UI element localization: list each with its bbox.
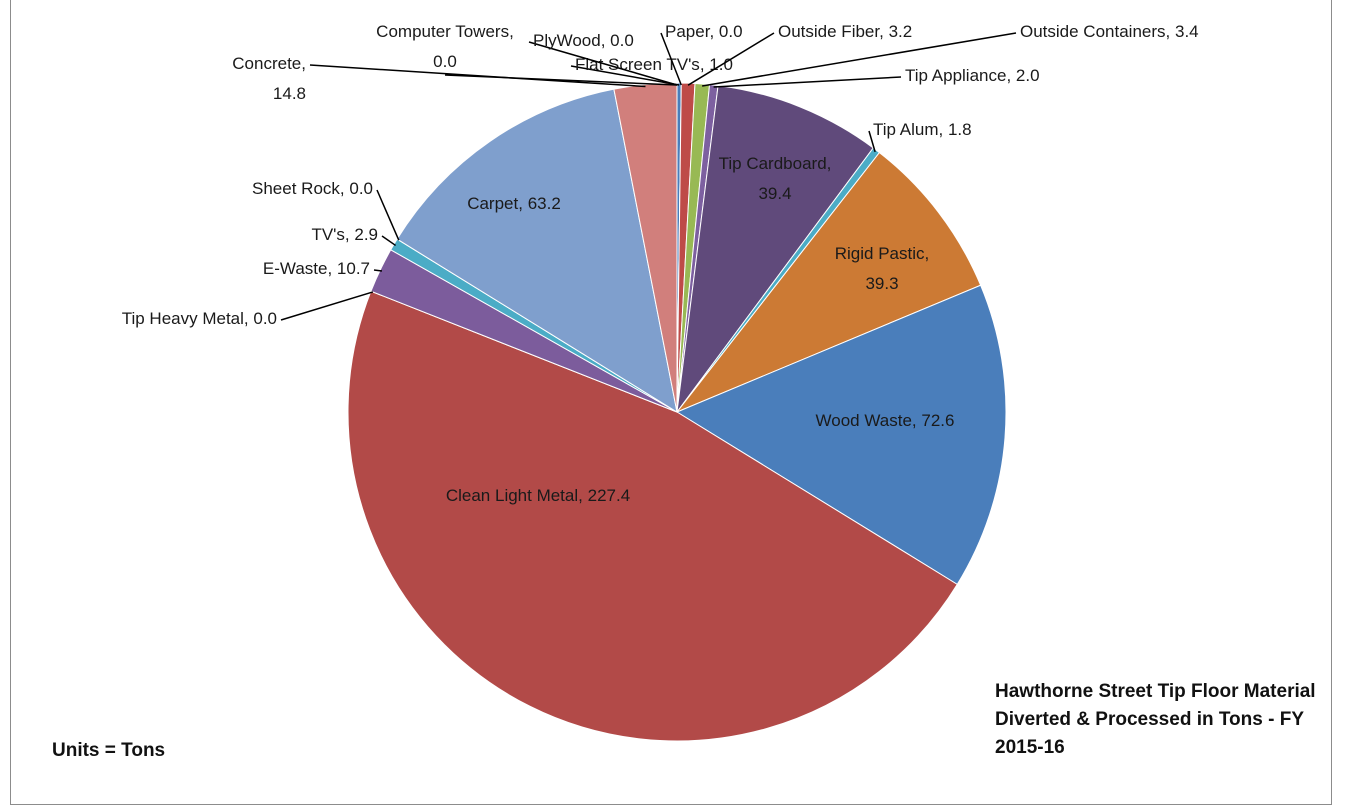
label-separator: , — [879, 22, 888, 41]
label-separator: , — [244, 309, 253, 328]
leader-line — [687, 32, 775, 86]
label-value: 39.3 — [865, 274, 898, 293]
label-separator: , — [578, 486, 587, 505]
label-category: Carpet — [467, 194, 518, 213]
leader-line — [868, 130, 876, 153]
label-separator: , — [939, 120, 948, 139]
label-value: 227.4 — [588, 486, 631, 505]
label-separator: , — [301, 54, 306, 73]
leader-line — [702, 32, 1017, 87]
data-label: PlyWood, 0.0 — [533, 31, 634, 50]
label-separator: , — [709, 22, 718, 41]
leader-line — [376, 189, 400, 241]
annotation: Units = Tons — [52, 740, 166, 761]
leader-line — [280, 291, 374, 321]
data-label: Outside Fiber, 3.2 — [778, 22, 912, 41]
label-value: 1.8 — [948, 120, 972, 139]
data-label: Clean Light Metal, 227.4 — [446, 486, 630, 505]
label-value: 2.0 — [1016, 66, 1040, 85]
label-value: 14.8 — [273, 84, 306, 103]
data-label: Tip Appliance, 2.0 — [905, 66, 1040, 85]
leader-line — [713, 76, 902, 88]
label-value: 10.7 — [337, 259, 370, 278]
label-category: Tip Alum — [873, 120, 939, 139]
label-separator: , — [345, 225, 354, 244]
label-value: 0.0 — [433, 52, 457, 71]
data-label: Paper, 0.0 — [665, 22, 743, 41]
data-label: Concrete, 14.8 — [232, 54, 306, 103]
label-category: Clean Light Metal — [446, 486, 578, 505]
label-separator: , — [827, 154, 832, 173]
label-category: Tip Cardboard — [719, 154, 827, 173]
label-value: 0.0 — [253, 309, 277, 328]
label-category: Flat Screen TV's — [575, 55, 700, 74]
leader-line — [528, 41, 678, 86]
label-separator: , — [601, 31, 610, 50]
label-category: Rigid Pastic — [835, 244, 925, 263]
label-category: Paper — [665, 22, 711, 41]
pie-slice — [347, 290, 958, 742]
data-label: TV's, 2.9 — [311, 225, 378, 244]
data-label: Outside Containers, 3.4 — [1020, 22, 1199, 41]
label-separator: , — [327, 259, 336, 278]
label-separator: , — [700, 55, 709, 74]
data-label: Tip Alum, 1.8 — [873, 120, 972, 139]
label-category: Tip Heavy Metal — [122, 309, 244, 328]
data-label: Tip Heavy Metal, 0.0 — [122, 309, 277, 328]
label-category: Sheet Rock — [252, 179, 340, 198]
label-separator: , — [509, 22, 514, 41]
label-category: Tip Appliance — [905, 66, 1006, 85]
label-value: 2.9 — [354, 225, 378, 244]
label-value: 39.4 — [758, 184, 791, 203]
label-value: 0.0 — [349, 179, 373, 198]
label-separator: , — [1006, 66, 1015, 85]
label-separator: , — [340, 179, 349, 198]
data-label: Carpet, 63.2 — [467, 194, 561, 213]
data-label: Sheet Rock, 0.0 — [252, 179, 373, 198]
label-category: Wood Waste — [816, 411, 912, 430]
label-category: Concrete — [232, 54, 301, 73]
data-label: Rigid Pastic, 39.3 — [835, 244, 930, 293]
data-label: E-Waste, 10.7 — [263, 259, 370, 278]
label-category: Computer Towers — [376, 22, 509, 41]
label-category: Outside Containers — [1020, 22, 1166, 41]
label-category: Outside Fiber — [778, 22, 880, 41]
label-value: 0.0 — [610, 31, 634, 50]
leader-line — [660, 32, 682, 86]
pie-slice — [675, 151, 982, 414]
pie-slice — [396, 88, 678, 414]
label-category: TV's — [311, 225, 344, 244]
label-separator: , — [912, 411, 921, 430]
label-value: 3.4 — [1175, 22, 1199, 41]
label-separator: , — [518, 194, 527, 213]
leader-line — [373, 269, 383, 272]
label-separator: , — [1166, 22, 1175, 41]
label-value: 0.0 — [719, 22, 743, 41]
data-label: Computer Towers, 0.0 — [376, 22, 514, 71]
leader-line — [381, 235, 397, 247]
leader-line — [444, 74, 678, 86]
label-category: E-Waste — [263, 259, 328, 278]
label-value: 72.6 — [921, 411, 954, 430]
chart-frame — [10, 0, 1332, 805]
pie-slice — [675, 284, 1007, 586]
label-value: 3.2 — [889, 22, 913, 41]
label-value: 63.2 — [528, 194, 561, 213]
chart-title: Hawthorne Street Tip Floor Material Dive… — [995, 681, 1316, 758]
label-separator: , — [925, 244, 930, 263]
data-label: Tip Cardboard, 39.4 — [719, 154, 832, 203]
data-label: Wood Waste, 72.6 — [816, 411, 955, 430]
leader-line — [570, 65, 680, 86]
label-category: PlyWood — [533, 31, 601, 50]
